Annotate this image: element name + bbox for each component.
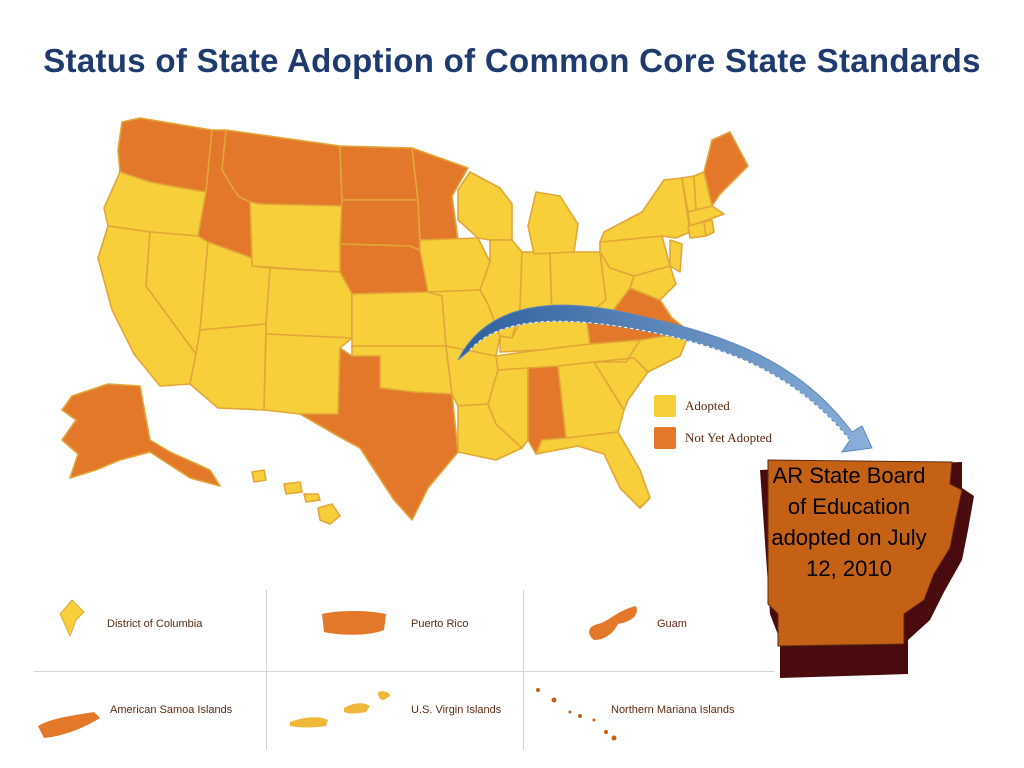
state-hi-3 [303, 493, 321, 503]
territory-label-american-samoa: American Samoa Islands [110, 704, 233, 716]
american-samoa-icon [38, 712, 100, 738]
callout-text: AR State Board of Education adopted on J… [771, 463, 927, 581]
state-mi [527, 191, 579, 255]
territory-label-guam: Guam [657, 618, 687, 630]
state-hi-1 [251, 469, 267, 483]
state-me [703, 131, 749, 207]
territory-label-dc: District of Columbia [107, 618, 203, 630]
state-hi-2 [283, 481, 303, 495]
puerto-rico-icon [322, 611, 386, 635]
state-az [189, 323, 267, 411]
page-title: Status of State Adoption of Common Core … [43, 42, 981, 79]
legend-adopted-label: Adopted [685, 398, 730, 413]
state-ia [419, 237, 491, 293]
legend-adopted-swatch [654, 395, 676, 417]
legend-not-yet-adopted: Not Yet Adopted [654, 427, 772, 449]
territories-panel: District of Columbia Puerto Rico Guam Am… [34, 590, 774, 750]
divider [34, 671, 774, 672]
state-ri [703, 219, 715, 237]
divider [523, 590, 524, 750]
state-wy [249, 201, 343, 273]
virgin-islands-icon [290, 691, 390, 728]
state-fl [535, 431, 651, 509]
legend-not-yet-adopted-swatch [654, 427, 676, 449]
state-co [265, 267, 353, 339]
state-mt [221, 129, 343, 207]
state-ny [599, 177, 691, 243]
state-ga [557, 361, 625, 439]
state-ne [339, 243, 429, 295]
guam-icon [589, 606, 637, 640]
mariana-islands-icon [536, 688, 617, 741]
state-sd [339, 199, 421, 251]
territory-label-mariana: Northern Mariana Islands [611, 704, 735, 716]
state-nj [669, 239, 683, 273]
state-ma [687, 205, 725, 227]
state-md [629, 265, 677, 301]
callout-arrow-dash [469, 320, 851, 441]
state-nd [339, 145, 419, 201]
state-wi [457, 171, 513, 241]
divider [266, 590, 267, 750]
callout-shape [760, 459, 974, 678]
dc-icon [59, 599, 85, 638]
legend-not-yet-adopted-label: Not Yet Adopted [685, 430, 773, 445]
state-tx [299, 347, 459, 521]
state-ak [61, 383, 221, 487]
territory-label-virgin-islands: U.S. Virgin Islands [411, 704, 502, 716]
legend-adopted: Adopted [654, 395, 730, 417]
state-hi-4 [317, 503, 341, 525]
territory-label-puerto-rico: Puerto Rico [411, 618, 469, 630]
state-ks [351, 291, 447, 347]
